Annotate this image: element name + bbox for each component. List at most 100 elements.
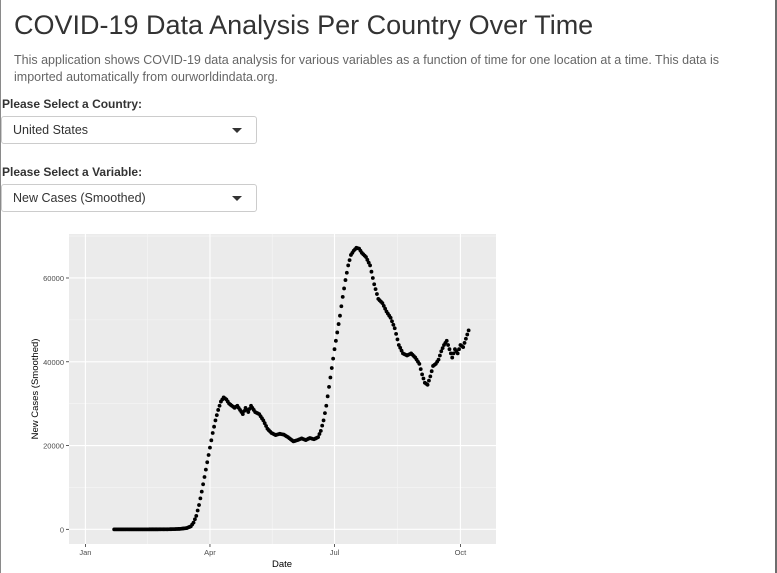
page-title: COVID-19 Data Analysis Per Country Over … — [14, 10, 594, 40]
data-point — [324, 403, 329, 408]
data-point — [463, 336, 468, 341]
data-point — [372, 282, 377, 287]
data-point — [342, 286, 346, 291]
y-axis: 0 20000 40000 60000 — [43, 274, 69, 534]
data-point — [329, 366, 334, 370]
data-point — [339, 304, 344, 309]
y-tick-label: 20000 — [43, 442, 64, 451]
chevron-down-icon — [232, 196, 242, 201]
y-tick-label: 40000 — [43, 358, 64, 367]
data-point — [465, 332, 470, 337]
data-point — [394, 331, 398, 336]
data-point — [191, 520, 196, 525]
data-point — [198, 496, 203, 501]
data-point — [370, 276, 375, 280]
data-point — [391, 322, 396, 327]
window-left-border — [0, 0, 1, 573]
data-point — [340, 294, 345, 299]
data-point — [448, 351, 453, 356]
data-point — [332, 347, 337, 352]
data-point — [335, 330, 340, 335]
data-point — [205, 460, 210, 465]
data-point — [328, 375, 333, 380]
data-point — [455, 351, 460, 356]
data-point — [203, 467, 208, 472]
x-axis: Jan Apr Jul Oct — [79, 544, 467, 557]
data-point — [457, 347, 461, 352]
data-point — [447, 347, 452, 352]
window-right-border — [775, 0, 777, 573]
data-point — [446, 343, 450, 347]
data-point — [344, 270, 349, 275]
data-points — [112, 245, 471, 532]
data-point — [316, 435, 320, 440]
country-select-value: United States — [13, 123, 89, 137]
x-tick-label: Oct — [455, 548, 468, 557]
data-point — [240, 412, 245, 417]
data-point — [195, 508, 200, 513]
data-point — [347, 258, 352, 263]
data-point — [392, 326, 397, 331]
data-point — [333, 338, 338, 343]
data-point — [323, 411, 327, 415]
data-point — [369, 269, 374, 274]
x-axis-title: Date — [272, 559, 292, 570]
data-point — [336, 322, 341, 326]
data-point — [462, 341, 467, 345]
data-point — [421, 376, 426, 381]
data-point — [197, 503, 201, 507]
data-point — [210, 431, 215, 435]
data-point — [193, 517, 197, 522]
data-point — [451, 351, 456, 356]
data-point — [209, 438, 214, 443]
x-tick-label: Jan — [79, 548, 91, 557]
data-point — [318, 428, 323, 433]
data-point — [450, 355, 455, 360]
data-point — [375, 292, 379, 296]
data-point — [417, 361, 422, 366]
data-point — [216, 408, 221, 412]
y-tick-label: 0 — [60, 525, 64, 534]
variable-select-value: New Cases (Smoothed) — [13, 191, 146, 205]
data-point — [206, 453, 211, 457]
grid-minor — [69, 234, 496, 544]
data-point — [208, 445, 212, 450]
data-point — [246, 410, 251, 414]
data-point — [321, 418, 326, 423]
plot-panel — [69, 234, 496, 544]
grid-major — [69, 234, 496, 544]
data-point — [420, 372, 424, 377]
data-point — [327, 385, 331, 389]
data-point — [437, 353, 442, 358]
data-point — [194, 514, 199, 518]
data-point — [425, 382, 430, 387]
variable-select[interactable]: New Cases (Smoothed) — [1, 184, 257, 212]
data-point — [390, 319, 394, 324]
data-point — [395, 337, 400, 342]
x-tick-label: Apr — [204, 548, 216, 557]
data-point — [331, 356, 336, 361]
data-point — [217, 403, 222, 408]
data-point — [212, 424, 216, 429]
data-point — [213, 418, 218, 423]
data-point — [429, 369, 434, 374]
data-point — [214, 413, 219, 418]
data-point — [439, 349, 444, 354]
data-point — [388, 315, 393, 320]
data-point — [325, 394, 330, 399]
y-tick-label: 60000 — [43, 274, 64, 283]
data-point — [320, 423, 325, 428]
chevron-down-icon — [232, 128, 242, 133]
data-point — [346, 263, 351, 268]
data-point — [373, 287, 378, 292]
data-point — [199, 489, 204, 494]
country-select[interactable]: United States — [1, 116, 257, 144]
variable-select-label: Please Select a Variable: — [2, 165, 143, 179]
data-point — [317, 432, 322, 436]
covid-chart: 0 20000 40000 60000 Jan Apr Jul Oct Date New C… — [30, 234, 496, 570]
data-point — [440, 346, 445, 351]
data-point — [461, 345, 466, 350]
x-tick-label: Jul — [330, 548, 340, 557]
data-point — [368, 263, 372, 268]
country-select-label: Please Select a Country: — [2, 97, 143, 111]
